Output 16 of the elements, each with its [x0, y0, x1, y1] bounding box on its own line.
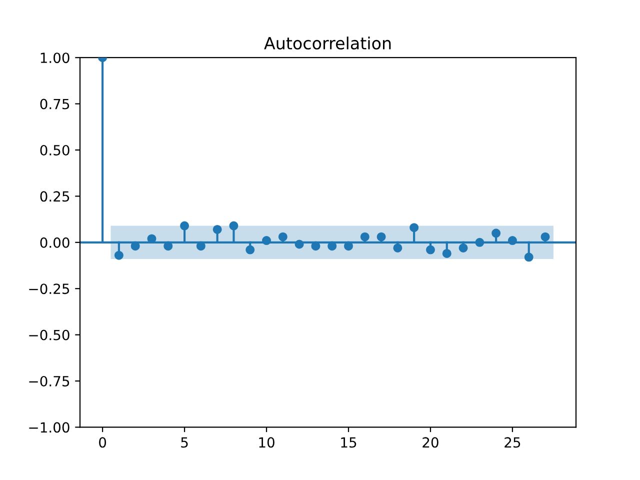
- x-tick-label: 15: [341, 437, 356, 448]
- y-tick-label: −1.00: [29, 422, 70, 433]
- y-tick-label: 0.25: [40, 191, 70, 202]
- y-tick-label: −0.25: [29, 284, 70, 294]
- chart-title: Autocorrelation: [264, 36, 391, 50]
- y-tick-label: 0.75: [40, 98, 70, 110]
- y-tick-label: −0.75: [29, 376, 70, 386]
- y-tick-label: 0.00: [40, 237, 70, 248]
- x-tick-label: 10: [259, 437, 274, 448]
- x-tick-label: 0: [99, 437, 106, 448]
- y-tick-label: 1.00: [40, 52, 70, 64]
- y-tick-label: 0.50: [40, 144, 70, 156]
- x-tick-label: 20: [422, 437, 438, 448]
- y-tick-label: −0.50: [29, 330, 70, 340]
- x-tick-label: 5: [181, 437, 188, 448]
- x-tick-label: 25: [504, 437, 520, 448]
